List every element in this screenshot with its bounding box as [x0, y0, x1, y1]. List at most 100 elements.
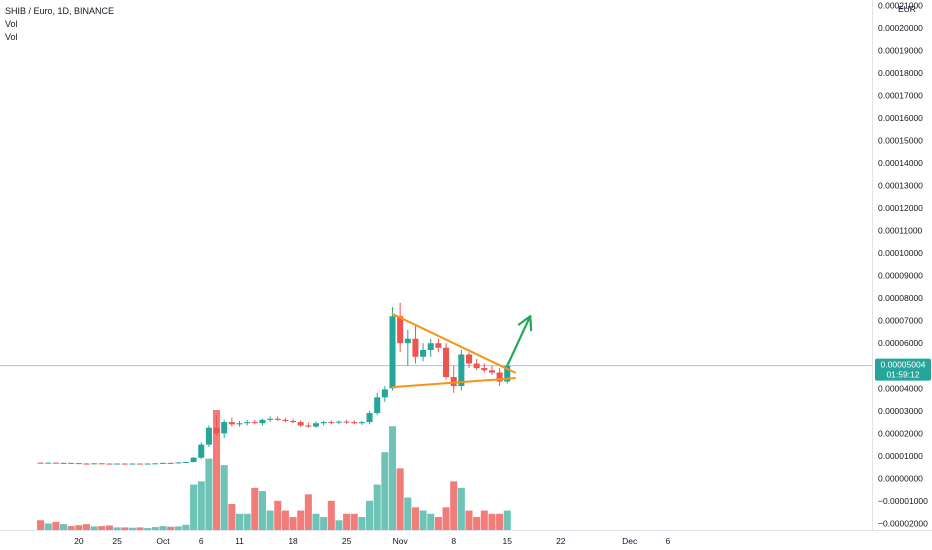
volume-bar: [151, 527, 159, 530]
candle-body: [465, 354, 473, 364]
candle-body: [374, 397, 381, 414]
candle-body: [98, 463, 105, 465]
volume-bar: [457, 487, 465, 530]
volume-bar: [366, 500, 374, 530]
current-price-label: 0.00005004: [881, 360, 926, 370]
volume-bar: [450, 481, 458, 530]
volume-bar: [128, 527, 136, 530]
candle-body: [121, 463, 128, 465]
candle-body: [129, 463, 136, 465]
price-tick-label: 0.00013000: [878, 181, 923, 191]
volume-bar: [404, 497, 412, 530]
volume-bar: [496, 513, 504, 530]
volume-bar: [52, 521, 60, 530]
volume-bar: [266, 510, 274, 530]
candle-body: [427, 343, 434, 350]
candle-body: [297, 422, 304, 426]
price-tick-label: 0.00003000: [878, 406, 923, 416]
candle-body: [221, 422, 228, 434]
volume-bar: [235, 513, 244, 530]
volume-bar: [75, 525, 83, 530]
time-tick-label: 20: [74, 536, 84, 546]
time-tick-label: 6: [199, 536, 204, 546]
price-tick-label: 0.00006000: [878, 338, 923, 348]
candle-body: [213, 427, 220, 434]
candle-body: [320, 422, 327, 424]
volume-bar: [381, 452, 389, 530]
candle-body: [312, 423, 320, 427]
volume-indicator-label[interactable]: Vol: [5, 19, 18, 29]
volume-bar: [190, 484, 198, 530]
candle-body: [366, 413, 373, 423]
time-tick-label: 11: [235, 536, 244, 546]
time-tick-label: 22: [556, 536, 566, 546]
volume-bar: [320, 517, 328, 530]
time-tick-label: 15: [503, 536, 513, 546]
upper-trendline: [391, 312, 516, 374]
time-tick-label: 25: [112, 536, 122, 546]
volume-bar: [144, 528, 152, 530]
candle-body: [106, 463, 113, 465]
volume-bar: [105, 525, 113, 530]
volume-bar: [205, 458, 213, 530]
candle-body: [290, 420, 297, 423]
candle-body: [343, 421, 350, 423]
current-price-badge: [875, 358, 931, 381]
volume-bar: [312, 513, 320, 530]
candle-body: [37, 462, 44, 464]
price-tick-label: 0.00019000: [878, 45, 923, 55]
candle-body: [251, 422, 258, 424]
candle-body: [274, 418, 281, 420]
candle-body: [335, 421, 342, 423]
candle-body: [182, 461, 189, 463]
candle-body: [198, 444, 205, 458]
price-tick-label: 0.00007000: [878, 316, 923, 326]
candle-body: [68, 462, 75, 464]
symbol-title[interactable]: SHIB / Euro, 1D, BINANCE: [5, 6, 115, 16]
time-tick-label: Dec: [622, 536, 638, 546]
candle-body: [496, 372, 503, 382]
price-tick-label: 0.00020000: [878, 23, 923, 33]
volume-bar: [243, 513, 251, 530]
candle-body: [389, 316, 396, 389]
volume-bar: [174, 526, 182, 530]
volume-bar: [503, 510, 511, 530]
volume-bar: [67, 526, 75, 530]
volume-indicator-label[interactable]: Vol: [5, 32, 18, 42]
candle-body: [52, 462, 59, 464]
volume-bar: [465, 510, 473, 530]
price-currency-label: EUR: [898, 4, 916, 14]
price-tick-label: 0.00017000: [878, 90, 923, 100]
volume-bar: [60, 524, 68, 530]
candle-body: [190, 457, 197, 462]
volume-bar: [419, 510, 427, 530]
price-tick-label: 0.00011000: [878, 226, 923, 236]
breakout-arrow: [506, 315, 532, 367]
price-tick-label: 0.00014000: [878, 158, 923, 168]
volume-bar: [427, 513, 435, 530]
volume-bar: [373, 484, 381, 530]
price-tick-label: 0.00016000: [878, 113, 923, 123]
candle-body: [60, 462, 67, 464]
price-tick-label: 0.00001000: [878, 451, 923, 461]
price-tick-label: 0.00021000: [878, 0, 923, 10]
volume-bar: [121, 527, 129, 530]
price-tick-label: 0.00000000: [878, 473, 923, 483]
volume-bar: [90, 526, 98, 530]
volume-bar: [44, 523, 52, 530]
candle-body: [144, 463, 151, 465]
candle-body: [152, 463, 159, 465]
price-tick-label: −0.00002000: [878, 518, 928, 528]
price-tick-label: 0.00004000: [878, 383, 923, 393]
volume-bar: [327, 500, 335, 530]
volume-bar: [411, 507, 419, 530]
candle-body: [83, 463, 90, 465]
volume-bar: [304, 494, 312, 530]
price-tick-label: 0.00008000: [878, 293, 923, 303]
price-tick-label: 0.00009000: [878, 271, 923, 281]
time-tick-label: Nov: [393, 536, 409, 546]
volume-bar: [228, 504, 236, 530]
candle-body: [404, 338, 411, 344]
